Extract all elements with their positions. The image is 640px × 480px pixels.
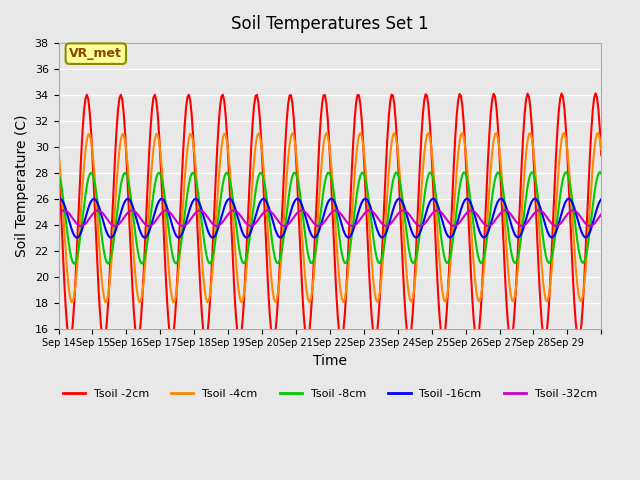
Tsoil -16cm: [54, 196, 62, 202]
Tsoil -8cm: [524, 184, 531, 190]
Tsoil -32cm: [596, 213, 604, 219]
Line: Tsoil -32cm: Tsoil -32cm: [58, 210, 601, 226]
Tsoil -32cm: [443, 217, 451, 223]
Tsoil -4cm: [204, 300, 211, 305]
Line: Tsoil -2cm: Tsoil -2cm: [58, 94, 601, 342]
Tsoil -32cm: [54, 212, 62, 217]
Tsoil -16cm: [74, 234, 82, 240]
Tsoil -4cm: [596, 136, 604, 142]
Tsoil -16cm: [524, 211, 531, 216]
Y-axis label: Soil Temperature (C): Soil Temperature (C): [15, 115, 29, 257]
Legend: Tsoil -2cm, Tsoil -4cm, Tsoil -8cm, Tsoil -16cm, Tsoil -32cm: Tsoil -2cm, Tsoil -4cm, Tsoil -8cm, Tsoi…: [58, 384, 602, 403]
Line: Tsoil -16cm: Tsoil -16cm: [58, 199, 601, 238]
Tsoil -4cm: [597, 147, 605, 153]
Tsoil -32cm: [77, 223, 85, 229]
Tsoil -8cm: [595, 171, 602, 177]
Tsoil -2cm: [54, 154, 62, 159]
Tsoil -16cm: [335, 213, 343, 218]
Tsoil -4cm: [335, 275, 343, 280]
Tsoil -8cm: [54, 171, 62, 177]
Tsoil -32cm: [569, 207, 577, 213]
Tsoil -8cm: [74, 247, 82, 253]
Tsoil -2cm: [597, 152, 605, 158]
Tsoil -32cm: [73, 221, 81, 227]
Tsoil -32cm: [524, 219, 531, 225]
Tsoil -4cm: [54, 148, 62, 154]
Tsoil -4cm: [73, 266, 81, 272]
Tsoil -2cm: [335, 329, 343, 335]
Tsoil -4cm: [443, 295, 451, 300]
Tsoil -8cm: [443, 260, 451, 266]
Line: Tsoil -4cm: Tsoil -4cm: [58, 133, 601, 302]
Tsoil -4cm: [90, 165, 98, 171]
Line: Tsoil -8cm: Tsoil -8cm: [58, 172, 601, 264]
Title: Soil Temperatures Set 1: Soil Temperatures Set 1: [231, 15, 429, 33]
Tsoil -32cm: [335, 209, 343, 215]
Tsoil -16cm: [597, 196, 605, 202]
Tsoil -4cm: [458, 130, 466, 136]
Tsoil -2cm: [596, 127, 604, 132]
Tsoil -2cm: [443, 308, 451, 313]
Tsoil -2cm: [74, 214, 82, 220]
Text: VR_met: VR_met: [69, 47, 122, 60]
Tsoil -2cm: [66, 339, 74, 345]
Tsoil -8cm: [70, 261, 78, 266]
Tsoil -8cm: [597, 171, 605, 177]
Tsoil -8cm: [596, 169, 604, 175]
Tsoil -16cm: [443, 231, 451, 237]
Tsoil -2cm: [592, 91, 600, 96]
Tsoil -32cm: [597, 211, 605, 217]
Tsoil -16cm: [73, 235, 81, 240]
Tsoil -16cm: [92, 197, 99, 203]
Tsoil -8cm: [92, 184, 99, 190]
Tsoil -2cm: [524, 91, 531, 96]
Tsoil -16cm: [596, 198, 604, 204]
Tsoil -16cm: [565, 196, 573, 202]
Tsoil -8cm: [335, 233, 343, 239]
Tsoil -4cm: [525, 131, 533, 137]
Tsoil -32cm: [92, 208, 99, 214]
X-axis label: Time: Time: [313, 354, 347, 368]
Tsoil -2cm: [92, 217, 99, 223]
